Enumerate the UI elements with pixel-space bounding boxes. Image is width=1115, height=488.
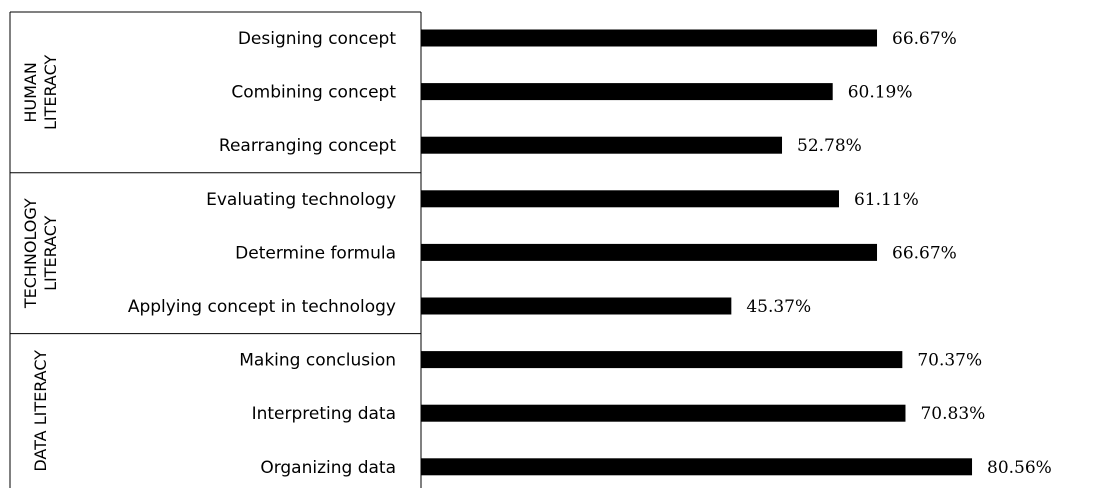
data-label: 52.78% [797, 136, 862, 156]
category-label: Organizing data [260, 458, 396, 478]
data-label: 70.83% [920, 404, 985, 424]
group-label: HUMANLITERACY [21, 55, 60, 131]
bar [421, 297, 732, 315]
category-label: Combining concept [231, 83, 396, 103]
group-label: DATA LITERACY [31, 350, 50, 472]
data-label: 66.67% [892, 29, 957, 49]
bar [421, 458, 973, 476]
data-label: 60.19% [848, 83, 913, 103]
bars [421, 29, 973, 476]
category-label: Making conclusion [239, 351, 396, 371]
category-label: Evaluating technology [206, 190, 396, 210]
data-label: 61.11% [854, 190, 919, 210]
category-label: Determine formula [235, 243, 396, 263]
category-label: Applying concept in technology [128, 297, 396, 317]
data-label: 80.56% [987, 458, 1052, 478]
group-label: TECHNOLOGYLITERACY [21, 198, 60, 309]
category-label: Interpreting data [252, 404, 396, 424]
bar [421, 243, 878, 261]
bar [421, 351, 903, 369]
category-labels: Designing concept Combining concept Rearra… [128, 29, 397, 478]
bar [421, 404, 906, 422]
data-label: 66.67% [892, 243, 957, 263]
bar [421, 136, 783, 154]
data-label: 70.37% [917, 351, 982, 371]
bar [421, 190, 839, 208]
value-labels: 66.67% 60.19% 52.78% 61.11% 66.67% 45.37% 70.3… [746, 29, 1052, 478]
group-labels: HUMANLITERACY TECHNOLOGYLITERACY DATA LITE… [21, 55, 60, 472]
category-label: Designing concept [238, 29, 397, 49]
category-label: Rearranging concept [219, 136, 396, 156]
bar [421, 29, 878, 47]
data-label: 45.37% [746, 297, 811, 317]
bar [421, 83, 833, 101]
